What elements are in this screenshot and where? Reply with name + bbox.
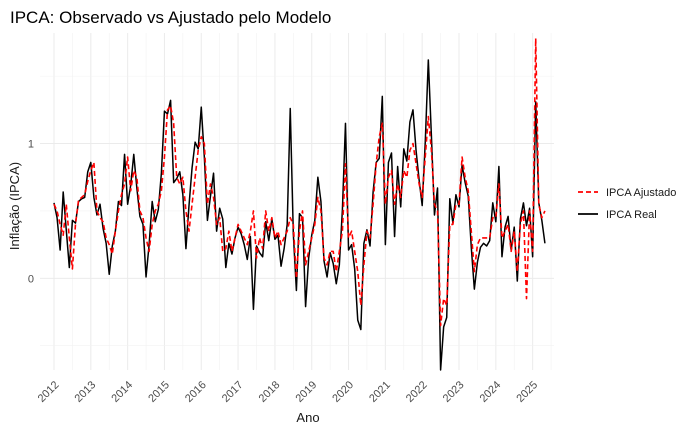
series-lines — [53, 37, 546, 371]
x-tick-label: 2024 — [478, 379, 504, 405]
x-tick-label: 2016 — [183, 379, 209, 405]
x-tick-label: 2025 — [514, 379, 540, 405]
legend-item: IPCA Real — [578, 209, 657, 221]
x-tick-label: 2013 — [73, 379, 99, 405]
x-tick-label: 2023 — [441, 379, 467, 405]
x-tick-label: 2020 — [330, 379, 356, 405]
x-tick-label: 2015 — [146, 379, 172, 405]
x-axis-ticks: 2012 2013 2014 2015 2016 2017 2018 2019 2020 2021… — [36, 379, 540, 405]
chart-title: IPCA: Observado vs Ajustado pelo Modelo — [10, 8, 331, 27]
x-tick-label: 2014 — [109, 379, 135, 405]
y-axis-ticks: 01 — [28, 139, 34, 286]
x-tick-label: 2022 — [404, 379, 430, 405]
x-tick-label: 2012 — [36, 379, 62, 405]
legend-item: IPCA Ajustado — [578, 187, 676, 199]
series-line-ipca-ajustado — [53, 37, 546, 327]
series-line-ipca-real — [53, 59, 546, 371]
x-tick-label: 2017 — [220, 379, 246, 405]
x-tick-label: 2019 — [293, 379, 319, 405]
plot-panel — [40, 33, 554, 371]
y-tick-label: 0 — [28, 273, 34, 285]
legend-label: IPCA Ajustado — [606, 187, 676, 199]
legend-label: IPCA Real — [606, 209, 657, 221]
x-axis-title: Ano — [296, 410, 319, 425]
x-tick-label: 2018 — [257, 379, 283, 405]
y-tick-label: 1 — [28, 139, 34, 151]
grid-lines — [40, 33, 554, 370]
legend: IPCA Ajustado IPCA Real — [578, 187, 676, 221]
x-tick-label: 2021 — [367, 379, 393, 405]
y-axis-title: Inflação (IPCA) — [7, 162, 22, 250]
